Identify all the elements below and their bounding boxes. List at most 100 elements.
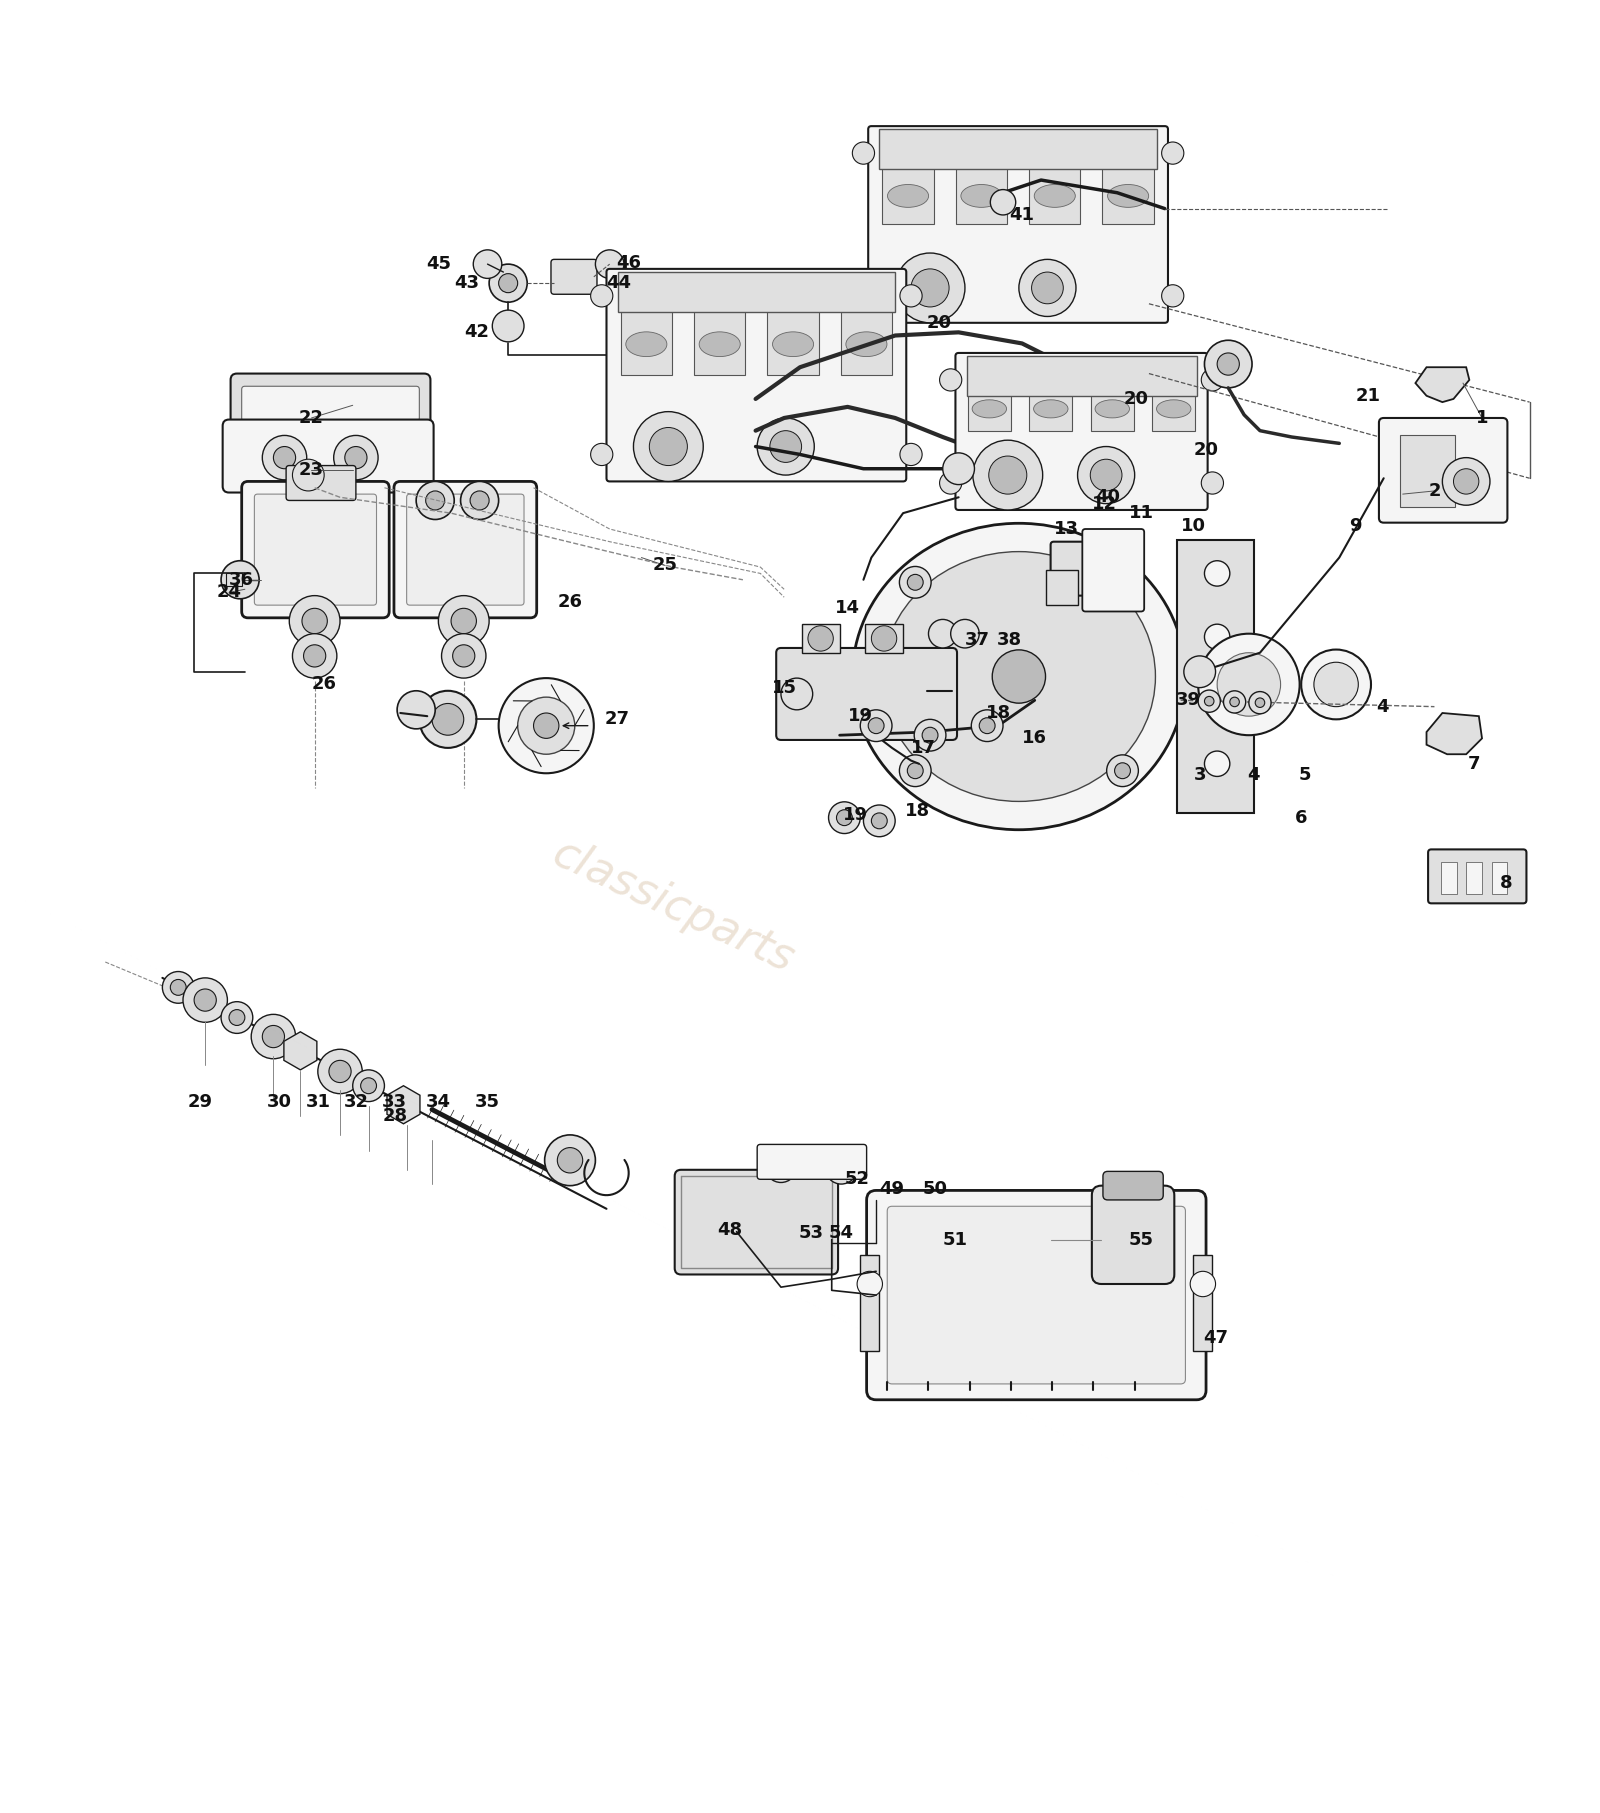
Circle shape [221,1001,253,1033]
Circle shape [1205,687,1230,713]
Text: 36: 36 [229,571,254,589]
Circle shape [461,482,499,520]
Circle shape [229,1010,245,1026]
Circle shape [432,703,464,736]
Bar [966,355,1197,395]
Circle shape [837,810,853,825]
Bar [1029,152,1080,225]
Circle shape [1032,272,1064,305]
Circle shape [1256,698,1264,707]
Circle shape [939,368,962,392]
Bar [618,272,894,312]
Circle shape [1230,698,1240,707]
Text: 28: 28 [382,1108,408,1124]
Ellipse shape [626,332,667,357]
Text: 16: 16 [1022,729,1048,747]
FancyBboxPatch shape [776,647,957,740]
Text: 25: 25 [653,557,678,575]
Circle shape [360,1077,376,1093]
Circle shape [1218,653,1280,716]
Circle shape [221,560,259,598]
FancyBboxPatch shape [242,386,419,421]
Text: 19: 19 [843,805,869,823]
Circle shape [853,285,875,306]
Circle shape [1090,459,1122,491]
Circle shape [1019,259,1075,317]
Text: 12: 12 [1093,495,1117,513]
Bar [1491,863,1507,894]
Circle shape [474,250,502,279]
Circle shape [971,435,1010,473]
FancyBboxPatch shape [230,373,430,431]
Text: 13: 13 [1054,520,1078,538]
FancyBboxPatch shape [222,419,434,493]
FancyBboxPatch shape [955,354,1208,509]
Text: 29: 29 [187,1093,213,1111]
Ellipse shape [1107,185,1149,207]
Text: 20: 20 [926,314,952,332]
Ellipse shape [699,332,741,357]
Circle shape [352,1070,384,1102]
Circle shape [595,250,624,279]
Text: 7: 7 [1467,754,1480,772]
Circle shape [416,482,454,520]
Circle shape [1202,368,1224,392]
Bar [1440,863,1456,894]
Circle shape [1115,575,1131,591]
Text: 23: 23 [299,461,323,479]
Bar [1046,571,1077,606]
Circle shape [1205,696,1214,705]
FancyBboxPatch shape [1091,1186,1174,1284]
Polygon shape [387,1086,419,1124]
FancyBboxPatch shape [1379,419,1507,522]
Circle shape [872,812,888,829]
FancyBboxPatch shape [757,1144,867,1178]
Text: 35: 35 [475,1093,501,1111]
Text: 40: 40 [1096,488,1120,506]
Circle shape [533,713,558,738]
Text: 41: 41 [1010,207,1035,225]
Ellipse shape [846,332,886,357]
Text: 18: 18 [986,703,1011,722]
Circle shape [773,1159,789,1175]
Bar [226,573,242,586]
Circle shape [914,720,946,751]
Text: 37: 37 [965,631,990,649]
Circle shape [262,1026,285,1048]
Circle shape [290,596,341,647]
Text: 18: 18 [906,803,930,819]
Circle shape [853,141,875,165]
Bar [1152,373,1195,431]
Circle shape [765,1151,797,1182]
Circle shape [590,444,613,466]
Circle shape [170,979,186,995]
Bar [802,624,840,653]
Circle shape [990,190,1016,216]
Text: 44: 44 [606,274,632,292]
Text: 4: 4 [1376,698,1389,716]
Circle shape [344,446,366,470]
Circle shape [1190,1271,1216,1296]
Circle shape [979,718,995,734]
Circle shape [894,254,965,323]
Ellipse shape [853,524,1186,830]
Text: 9: 9 [1349,517,1362,535]
FancyBboxPatch shape [1051,542,1117,596]
Text: 31: 31 [306,1093,330,1111]
Circle shape [499,274,518,292]
Circle shape [162,972,194,1003]
Text: 6: 6 [1294,809,1307,827]
Bar [866,624,902,653]
Circle shape [1453,470,1478,495]
Ellipse shape [888,185,928,207]
Circle shape [1218,354,1240,375]
Text: 51: 51 [942,1231,968,1249]
Circle shape [650,428,688,466]
Circle shape [864,805,894,838]
Text: 52: 52 [845,1171,870,1188]
Text: 42: 42 [464,323,490,341]
Circle shape [907,575,923,591]
Text: 34: 34 [426,1093,451,1111]
Bar [880,129,1157,169]
Text: 4: 4 [1248,765,1259,783]
